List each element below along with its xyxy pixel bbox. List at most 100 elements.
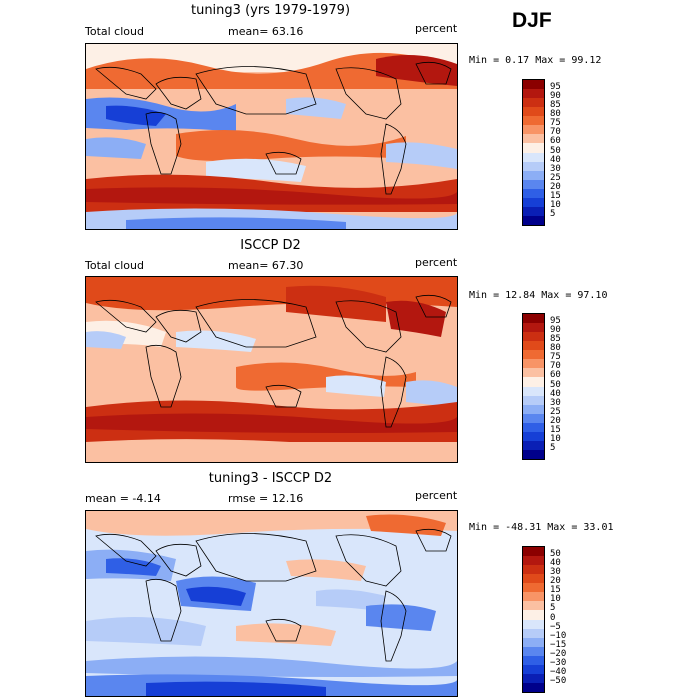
colorbar-tick-label: −50 bbox=[550, 675, 567, 686]
colorbar-segment bbox=[523, 143, 544, 153]
colorbar-segment bbox=[523, 682, 544, 692]
colorbar-segment bbox=[523, 628, 544, 638]
colorbar-segment bbox=[523, 440, 544, 450]
colorbar-tick-label: 85 bbox=[550, 100, 561, 111]
colorbar-tick-label: 40 bbox=[550, 388, 561, 399]
colorbar-tick-label: 30 bbox=[550, 567, 561, 578]
panel-3-rmse-label: rmse = 12.16 bbox=[228, 492, 304, 505]
colorbar-segment bbox=[523, 89, 544, 99]
colorbar-segment bbox=[523, 601, 544, 611]
colorbar-segment bbox=[523, 107, 544, 117]
colorbar-segment bbox=[523, 314, 544, 324]
colorbar-tick-label: 75 bbox=[550, 352, 561, 363]
panel-1-colorbar bbox=[522, 79, 545, 226]
colorbar-tick-label: 10 bbox=[550, 199, 561, 210]
colorbar-segment bbox=[523, 386, 544, 396]
colorbar-tick-label: 60 bbox=[550, 370, 561, 381]
colorbar-tick-label: 25 bbox=[550, 406, 561, 417]
colorbar-segment bbox=[523, 359, 544, 369]
panel-3-colorbar bbox=[522, 546, 545, 693]
colorbar-tick-label: 5 bbox=[550, 442, 556, 453]
panel-1-mean-label: mean= 63.16 bbox=[228, 25, 304, 38]
colorbar-tick-label: 50 bbox=[550, 549, 561, 560]
colorbar-segment bbox=[523, 350, 544, 360]
colorbar-segment bbox=[523, 152, 544, 162]
colorbar-tick-label: 95 bbox=[550, 316, 561, 327]
panel-2-title: ISCCP D2 bbox=[240, 238, 301, 253]
colorbar-segment bbox=[523, 98, 544, 108]
colorbar-segment bbox=[523, 134, 544, 144]
colorbar-tick-label: 10 bbox=[550, 433, 561, 444]
colorbar-tick-label: 80 bbox=[550, 343, 561, 354]
colorbar-tick-label: 50 bbox=[550, 379, 561, 390]
colorbar-segment bbox=[523, 161, 544, 171]
colorbar-tick-label: 5 bbox=[550, 603, 556, 614]
colorbar-tick-label: −20 bbox=[550, 648, 567, 659]
colorbar-tick-label: 30 bbox=[550, 397, 561, 408]
colorbar-segment bbox=[523, 556, 544, 566]
colorbar-tick-label: −5 bbox=[550, 621, 561, 632]
colorbar-tick-label: 70 bbox=[550, 127, 561, 138]
colorbar-tick-label: 5 bbox=[550, 208, 556, 219]
colorbar-tick-label: −15 bbox=[550, 639, 567, 650]
colorbar-segment bbox=[523, 206, 544, 216]
colorbar-segment bbox=[523, 583, 544, 593]
colorbar-tick-label: −40 bbox=[550, 666, 567, 677]
colorbar-tick-label: 90 bbox=[550, 325, 561, 336]
colorbar-segment bbox=[523, 673, 544, 683]
colorbar-segment bbox=[523, 565, 544, 575]
colorbar-tick-label: 40 bbox=[550, 558, 561, 569]
colorbar-tick-label: 50 bbox=[550, 145, 561, 156]
colorbar-segment bbox=[523, 547, 544, 557]
colorbar-tick-label: 90 bbox=[550, 91, 561, 102]
colorbar-segment bbox=[523, 637, 544, 647]
colorbar-segment bbox=[523, 197, 544, 207]
colorbar-segment bbox=[523, 377, 544, 387]
colorbar-segment bbox=[523, 341, 544, 351]
colorbar-tick-label: 75 bbox=[550, 118, 561, 129]
colorbar-tick-label: 70 bbox=[550, 361, 561, 372]
panel-1-map bbox=[85, 43, 458, 230]
panel-2-variable-label: Total cloud bbox=[85, 259, 144, 272]
panel-3-colorbar-labels: 50 40 30 20 15 10 5 0 −5 −10 −15 −20 −30 −40 −50 bbox=[550, 546, 580, 691]
colorbar-segment bbox=[523, 404, 544, 414]
colorbar-tick-label: 20 bbox=[550, 181, 561, 192]
panel-3-title: tuning3 - ISCCP D2 bbox=[208, 471, 333, 486]
colorbar-tick-label: −30 bbox=[550, 657, 567, 668]
colorbar-segment bbox=[523, 323, 544, 333]
colorbar-segment bbox=[523, 215, 544, 225]
colorbar-segment bbox=[523, 80, 544, 90]
colorbar-segment bbox=[523, 574, 544, 584]
colorbar-tick-label: 40 bbox=[550, 154, 561, 165]
colorbar-segment bbox=[523, 422, 544, 432]
colorbar-segment bbox=[523, 646, 544, 656]
panel-2-colorbar-labels: 95 90 85 80 75 70 60 50 40 30 25 20 15 10 5 bbox=[550, 313, 580, 458]
colorbar-tick-label: 30 bbox=[550, 163, 561, 174]
colorbar-segment bbox=[523, 664, 544, 674]
panel-2-colorbar bbox=[522, 313, 545, 460]
panel-2-min-max: Min = 12.84 Max = 97.10 bbox=[469, 290, 608, 301]
panel-3-mean-label: mean = -4.14 bbox=[85, 492, 161, 505]
colorbar-segment bbox=[523, 449, 544, 459]
panel-1-units-label: percent bbox=[415, 22, 458, 35]
colorbar-tick-label: 10 bbox=[550, 594, 561, 605]
colorbar-tick-label: 25 bbox=[550, 172, 561, 183]
colorbar-segment bbox=[523, 332, 544, 342]
panel-3-units-label: percent bbox=[415, 489, 458, 502]
colorbar-segment bbox=[523, 655, 544, 665]
colorbar-tick-label: 0 bbox=[550, 612, 556, 623]
colorbar-segment bbox=[523, 431, 544, 441]
panel-1-variable-label: Total cloud bbox=[85, 25, 144, 38]
colorbar-tick-label: −10 bbox=[550, 630, 567, 641]
colorbar-segment bbox=[523, 610, 544, 620]
colorbar-segment bbox=[523, 619, 544, 629]
colorbar-tick-label: 15 bbox=[550, 585, 561, 596]
colorbar-segment bbox=[523, 116, 544, 126]
colorbar-tick-label: 85 bbox=[550, 334, 561, 345]
season-label: DJF bbox=[512, 9, 552, 32]
colorbar-tick-label: 15 bbox=[550, 424, 561, 435]
colorbar-tick-label: 80 bbox=[550, 109, 561, 120]
colorbar-tick-label: 95 bbox=[550, 82, 561, 93]
panel-1-min-max: Min = 0.17 Max = 99.12 bbox=[469, 55, 602, 66]
colorbar-segment bbox=[523, 170, 544, 180]
